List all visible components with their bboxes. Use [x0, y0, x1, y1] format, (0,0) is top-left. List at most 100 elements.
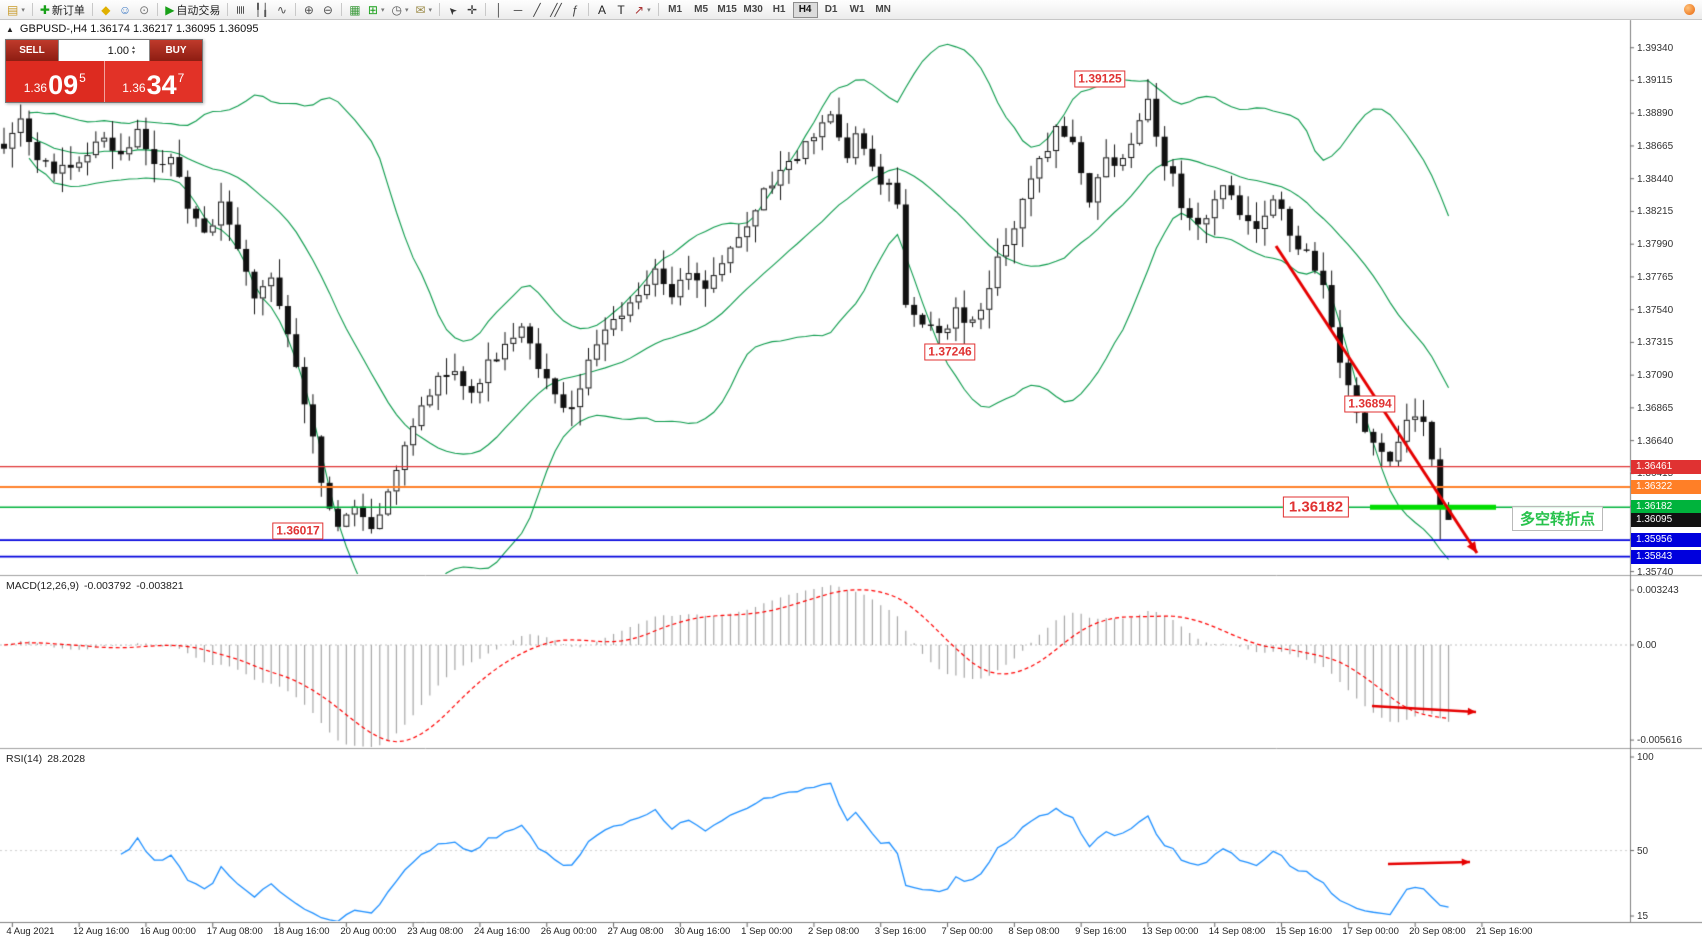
toolbar-separator — [485, 3, 487, 16]
cursor-icon[interactable]: ➤ — [444, 1, 462, 19]
auto-trading-button[interactable]: ▶ 自动交易 — [162, 1, 223, 19]
toolbar-separator — [588, 3, 590, 16]
bar-chart-icon[interactable]: ≣ — [232, 1, 250, 19]
toolbar-separator — [439, 3, 441, 16]
price-annotation[interactable]: 1.36894 — [1344, 395, 1396, 413]
price-annotation[interactable]: 1.37246 — [924, 343, 976, 361]
profile-icon-glyph: ☺ — [118, 2, 132, 17]
templates-icon-dropdown[interactable]: ▾ — [428, 6, 433, 14]
macd-title: MACD(12,26,9) — [6, 580, 79, 592]
toolbar-separator — [31, 3, 33, 16]
macd-value-main: -0.003792 — [83, 580, 132, 592]
tile-windows-icon[interactable]: ▦ — [346, 1, 364, 19]
chart-ohlc-info: GBPUSD-,H4 1.36174 1.36217 1.36095 1.360… — [19, 23, 259, 35]
buy-price-prefix: 1.36 — [122, 81, 146, 95]
periods-icon-glyph: ◷ — [391, 2, 402, 17]
indicators-icon-glyph: ⊞ — [367, 2, 378, 17]
sell-button[interactable]: SELL — [6, 40, 58, 61]
trendline-icon-glyph: ╱ — [533, 2, 541, 17]
timeframe-h4-button[interactable]: H4 — [792, 1, 818, 18]
rsi-value: 28.2028 — [47, 753, 86, 765]
market-watch-icon[interactable]: ◆ — [97, 1, 115, 19]
timeframe-m1-button[interactable]: M1 — [668, 4, 683, 15]
sell-price-big: 09 — [48, 70, 79, 100]
new-order-button[interactable]: ✚ 新订单 — [37, 1, 88, 19]
buy-price-display[interactable]: 1.36 34 7 — [103, 61, 202, 102]
new-chart-icon[interactable]: ▤ ▾ — [4, 1, 28, 19]
channel-icon-glyph: ╱╱ — [550, 2, 562, 17]
lot-size-input[interactable] — [59, 44, 129, 57]
timeframe-m30-button[interactable]: M30 — [743, 4, 763, 15]
arrows-icon-dropdown[interactable]: ▾ — [647, 6, 651, 14]
toolbar-separator — [227, 3, 229, 16]
price-annotation[interactable]: 1.39125 — [1074, 70, 1126, 88]
macd-value-signal: -0.003821 — [136, 580, 184, 592]
price-annotation[interactable]: 1.36017 — [272, 522, 324, 540]
zoom-out-icon[interactable]: ⊖ — [319, 1, 337, 19]
text-label-icon[interactable]: T — [612, 1, 630, 19]
channel-icon[interactable]: ╱╱ — [547, 1, 565, 19]
lot-spinner: ▴ ▾ — [129, 44, 138, 56]
macd-indicator-label: MACD(12,26,9) -0.003792 -0.003821 — [6, 580, 189, 592]
zoom-in-icon[interactable]: ⊕ — [300, 1, 318, 19]
periods-icon[interactable]: ◷ ▾ — [388, 1, 411, 19]
indicators-icon[interactable]: ⊞ ▾ — [365, 1, 388, 19]
indicators-icon-dropdown[interactable]: ▾ — [380, 6, 385, 14]
sell-price-pip: 5 — [79, 71, 86, 85]
fibonacci-icon[interactable]: ƒ — [566, 1, 584, 19]
arrows-icon[interactable]: ↗ ▾ — [631, 1, 654, 19]
turning-point-note[interactable]: 多空转折点 — [1512, 506, 1604, 531]
trade-panel-prices: 1.36 09 5 1.36 34 7 — [6, 61, 202, 102]
toolbar-separator — [340, 3, 342, 16]
data-window-icon[interactable]: ⊙ — [135, 1, 153, 19]
zoom-out-icon-glyph: ⊖ — [322, 2, 333, 17]
arrows-icon-glyph: ↗ — [634, 2, 645, 17]
lot-decrease-button[interactable]: ▾ — [132, 49, 136, 56]
line-chart-icon[interactable]: ∿ — [273, 1, 291, 19]
zoom-in-icon-glyph: ⊕ — [303, 2, 314, 17]
buy-button[interactable]: BUY — [150, 40, 202, 61]
timeframe-w1-button[interactable]: W1 — [849, 4, 865, 15]
line-chart-icon-glyph: ∿ — [276, 2, 287, 17]
trendline-icon[interactable]: ╱ — [528, 1, 546, 19]
rsi-title: RSI(14) — [6, 753, 43, 765]
toolbar-separator — [157, 3, 159, 16]
text-icon[interactable]: A — [593, 1, 611, 19]
connection-status-icon — [1684, 4, 1695, 15]
text-label-icon-glyph: T — [617, 2, 625, 17]
toolbar-separator — [657, 3, 659, 16]
candlestick-chart-icon-glyph: ╿╽ — [254, 2, 269, 17]
timeframe-m5-button[interactable]: M5 — [694, 4, 709, 15]
toolbar-separator — [294, 3, 296, 16]
crosshair-icon[interactable]: ✛ — [463, 1, 481, 19]
bar-chart-icon-glyph: ≣ — [234, 4, 249, 15]
price-annotation[interactable]: 1.36182 — [1282, 496, 1350, 518]
crosshair-icon-glyph: ✛ — [467, 2, 478, 17]
timeframe-d1-button[interactable]: D1 — [824, 4, 838, 15]
templates-icon[interactable]: ✉ ▾ — [412, 1, 435, 19]
trade-panel-collapse-icon[interactable]: ▲ — [6, 24, 14, 34]
timeframe-h1-button[interactable]: H1 — [772, 4, 786, 15]
sell-price-display[interactable]: 1.36 09 5 — [6, 61, 104, 102]
cursor-icon-glyph: ➤ — [445, 2, 460, 17]
horizontal-line-icon[interactable]: ─ — [509, 1, 527, 19]
lot-increase-button[interactable]: ▴ — [132, 44, 136, 51]
profile-icon[interactable]: ☺ — [116, 1, 134, 19]
tile-windows-icon-glyph: ▦ — [349, 2, 361, 17]
periods-icon-dropdown[interactable]: ▾ — [404, 6, 409, 14]
timeframe-m15-button[interactable]: M15 — [717, 4, 737, 15]
market-watch-icon-glyph: ◆ — [101, 2, 111, 17]
new-order-button-glyph: ✚ — [39, 2, 50, 17]
timeframe-mn-button[interactable]: MN — [875, 4, 891, 15]
auto-trading-button-glyph: ▶ — [165, 2, 175, 17]
new-chart-icon-dropdown[interactable]: ▾ — [21, 6, 25, 14]
data-window-icon-glyph: ⊙ — [139, 2, 150, 17]
auto-trading-button-label: 自动交易 — [176, 4, 221, 17]
horizontal-line-icon-glyph: ─ — [513, 2, 523, 17]
fibonacci-icon-glyph: ƒ — [571, 2, 579, 17]
candlestick-chart-icon[interactable]: ╿╽ — [251, 1, 271, 19]
vertical-line-icon[interactable]: │ — [490, 1, 508, 19]
toolbar-separator — [91, 3, 93, 16]
